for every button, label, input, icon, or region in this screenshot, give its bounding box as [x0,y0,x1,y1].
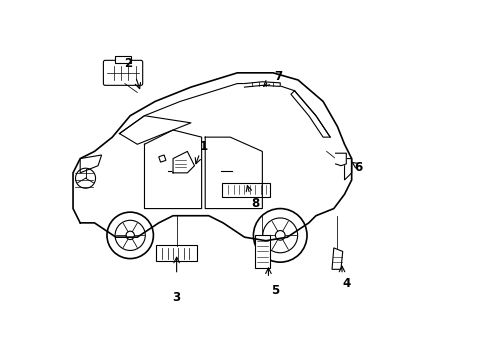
Text: 7: 7 [274,70,282,83]
FancyBboxPatch shape [254,235,270,268]
Text: 3: 3 [172,291,181,305]
Text: 1: 1 [199,140,207,153]
Polygon shape [159,155,165,162]
Text: 2: 2 [124,57,132,71]
Polygon shape [244,82,280,87]
FancyBboxPatch shape [156,246,197,261]
Polygon shape [173,152,194,173]
Text: 5: 5 [270,284,279,297]
FancyBboxPatch shape [103,60,142,85]
Text: 4: 4 [342,277,350,290]
Polygon shape [335,153,346,166]
Text: 6: 6 [354,161,362,174]
FancyBboxPatch shape [222,183,270,197]
FancyBboxPatch shape [115,56,131,63]
Polygon shape [331,248,342,269]
Text: 8: 8 [250,197,259,210]
